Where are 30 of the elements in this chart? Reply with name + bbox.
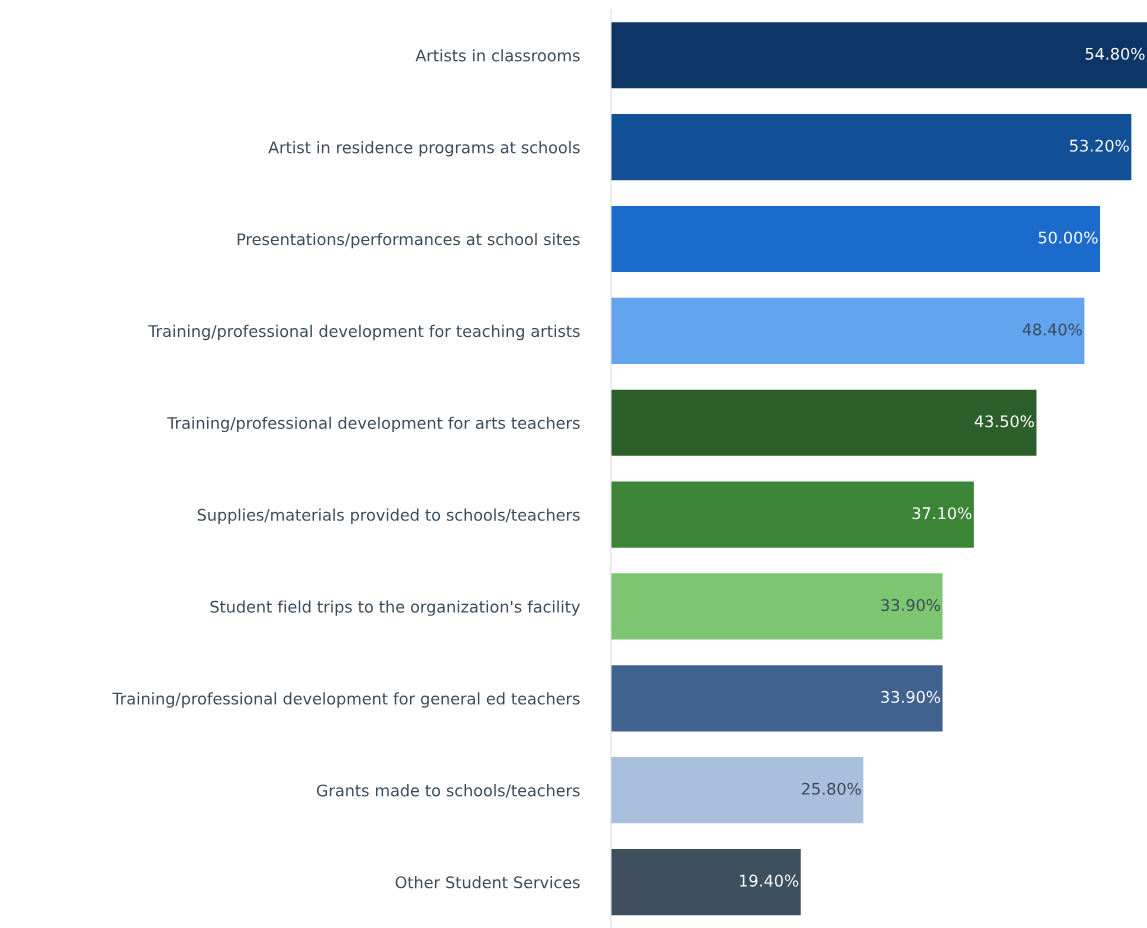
bar bbox=[611, 665, 943, 732]
data-label: 48.40% bbox=[1022, 323, 1082, 336]
data-label: 54.80% bbox=[1085, 47, 1145, 60]
data-label: 43.50% bbox=[974, 415, 1034, 428]
data-label: 33.90% bbox=[881, 690, 941, 703]
y-tick-label: Grants made to schools/teachers bbox=[316, 784, 580, 798]
bar bbox=[611, 205, 1101, 273]
bar bbox=[611, 757, 864, 824]
data-label: 37.10% bbox=[912, 507, 972, 520]
bar bbox=[611, 848, 801, 916]
data-label: 33.90% bbox=[881, 599, 941, 612]
y-tick-label: Artist in residence programs at schools bbox=[268, 141, 580, 157]
y-tick-label: Training/professional development for arts teachers bbox=[167, 416, 580, 433]
bar bbox=[611, 481, 974, 548]
bar bbox=[611, 22, 1147, 89]
data-label: 25.80% bbox=[802, 782, 861, 795]
y-tick-label: Other Student Services bbox=[395, 876, 580, 889]
y-tick-label: Training/professional development for teaching artists bbox=[148, 324, 580, 341]
data-label: 19.40% bbox=[740, 874, 799, 887]
data-label: 53.20% bbox=[1070, 139, 1129, 152]
y-tick-label: Training/professional development for general ed teachers bbox=[112, 692, 580, 708]
bar bbox=[611, 114, 1132, 181]
data-label: 50.00% bbox=[1038, 231, 1098, 244]
y-tick-label: Presentations/performances at school sites bbox=[237, 232, 580, 249]
bar bbox=[611, 297, 1085, 364]
y-tick-label: Artists in classrooms bbox=[415, 49, 580, 62]
bar bbox=[611, 573, 943, 640]
y-tick-label: Supplies/materials provided to schools/teachers bbox=[197, 508, 580, 524]
bar bbox=[611, 389, 1037, 456]
y-tick-label: Student field trips to the organization's facility bbox=[210, 600, 580, 616]
